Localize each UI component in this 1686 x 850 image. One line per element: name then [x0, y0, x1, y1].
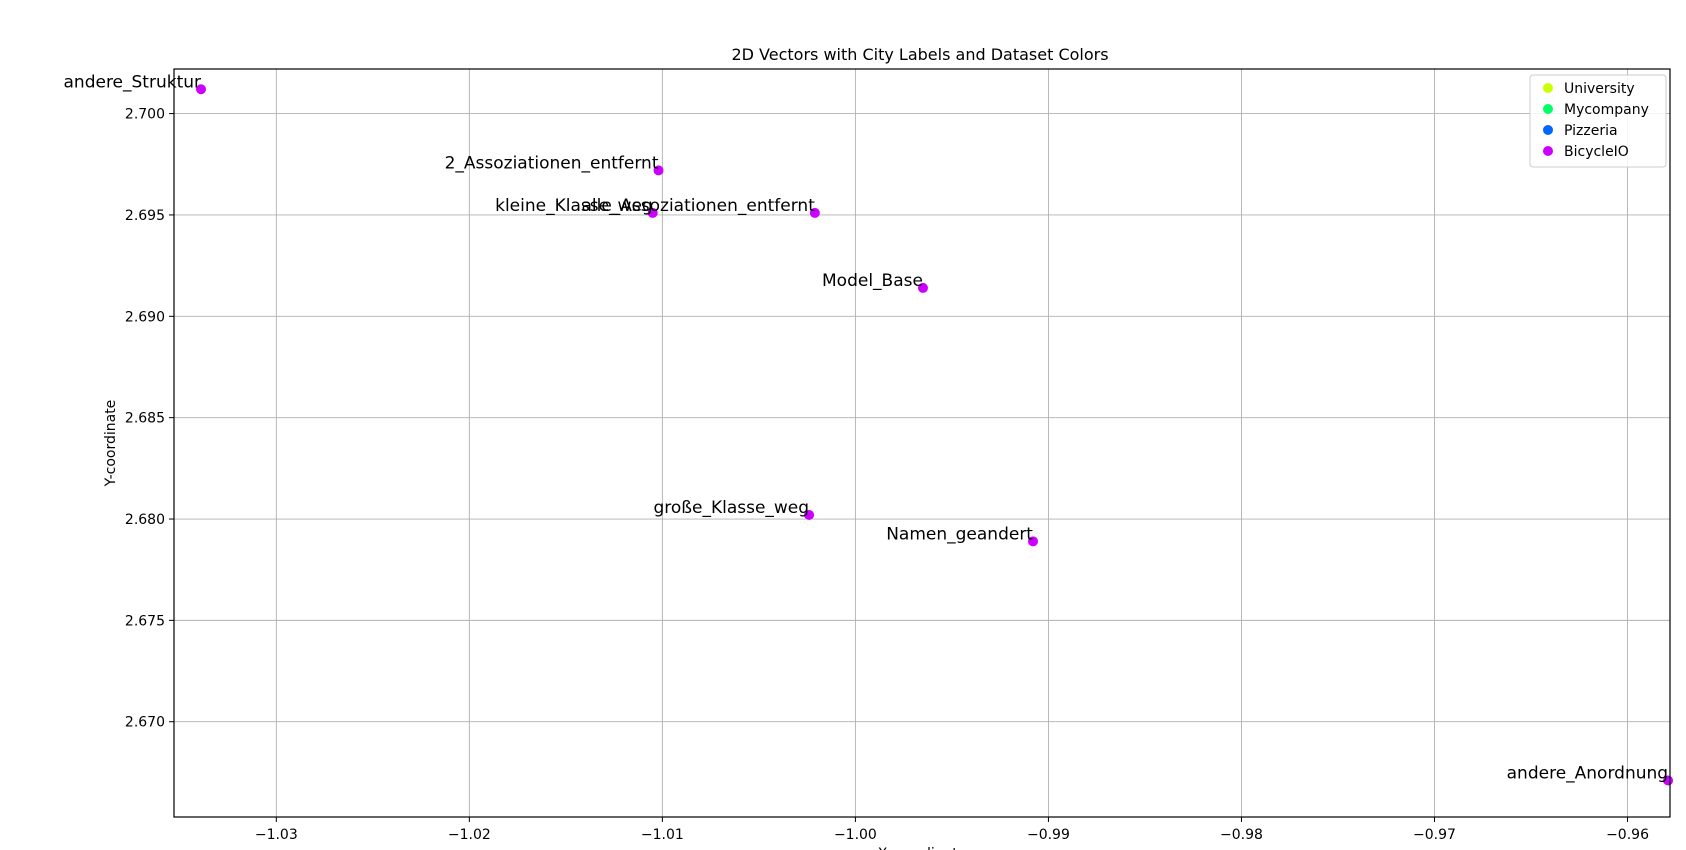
axis-ticks: −1.03 −1.02 −1.01 −1.00 −0.99 −0.98 −0.97 −0.96… [125, 107, 1649, 843]
point-label: Namen_geandert [886, 524, 1033, 544]
x-tick-label: −1.02 [448, 827, 491, 843]
data-point [653, 165, 664, 176]
y-tick-label: 2.680 [125, 512, 165, 528]
point-label: andere_Anordnung [1507, 764, 1668, 784]
grid [174, 69, 1670, 817]
point-label: 2_Assoziationen_entfernt [445, 153, 659, 173]
y-tick-label: 2.700 [125, 107, 165, 123]
x-tick-label: −1.01 [641, 827, 684, 843]
x-tick-label: −0.98 [1220, 827, 1263, 843]
legend-box [1529, 74, 1667, 168]
legend-label: Pizzeria [1564, 123, 1618, 139]
x-tick-label: −1.03 [255, 827, 298, 843]
data-points: andere_Struktur 2_Assoziationen_entferntk… [64, 72, 1674, 786]
x-tick-label: −1.00 [834, 827, 877, 843]
plot-frame [173, 68, 1671, 818]
point-label: andere_Struktur [64, 72, 202, 92]
data-point [647, 207, 658, 218]
data-point [809, 207, 820, 218]
legend-marker [1543, 146, 1553, 156]
y-axis-label: Y-coordinate [103, 400, 119, 488]
legend-label: Mycompany [1564, 102, 1649, 118]
legend-label: University [1564, 81, 1635, 97]
y-tick-label: 2.675 [125, 613, 165, 629]
y-tick-label: 2.690 [125, 309, 165, 325]
x-tick-label: −0.96 [1606, 827, 1649, 843]
chart-title: 2D Vectors with City Labels and Dataset … [731, 45, 1108, 64]
legend-marker [1543, 125, 1553, 135]
point-label: kleine_Klasse_weg [495, 196, 653, 216]
x-tick-label: −0.97 [1413, 827, 1456, 843]
point-label: große_Klasse_weg [653, 498, 809, 518]
legend-label: BicycleIO [1564, 144, 1629, 160]
legend: University Mycompany Pizzeria BicycleIO [1529, 74, 1667, 168]
legend-marker [1543, 104, 1553, 114]
x-axis-label: X-coordinate [878, 846, 967, 850]
point-label: Model_Base [822, 271, 923, 291]
data-point [196, 84, 207, 95]
y-tick-label: 2.685 [125, 411, 165, 427]
data-point [1027, 536, 1038, 547]
point-label: alle_Assoziationen_entfernt [581, 196, 815, 216]
y-tick-label: 2.695 [125, 208, 165, 224]
legend-marker [1543, 83, 1553, 93]
data-point [804, 509, 815, 520]
data-point [917, 282, 928, 293]
y-tick-label: 2.670 [125, 715, 165, 731]
x-tick-label: −0.99 [1027, 827, 1070, 843]
